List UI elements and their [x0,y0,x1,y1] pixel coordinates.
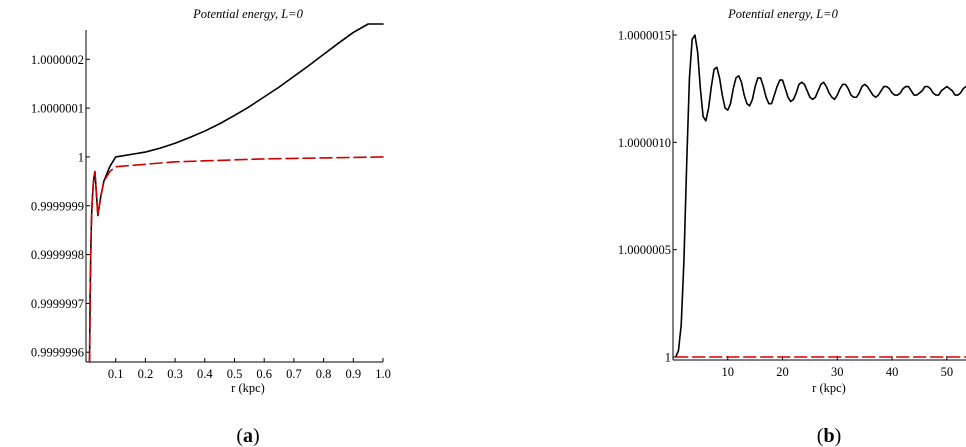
panel-a-series-dashed-red-line [88,156,384,363]
panel-a-x-tick-label: 1.0 [375,367,391,381]
panel-a-x-tick-label: 0.9 [345,367,361,381]
panel-a-x-tick-label: 0.6 [256,367,272,381]
panel-a-series [88,23,384,363]
panel-b-series [674,34,966,358]
panel-a-x-tick-label: 0.5 [227,367,243,381]
panel-a-x-axis-label: r (kpc) [231,381,265,395]
panel-b-x-tick-label: 30 [831,365,844,379]
panel-a-y-tick-label: 1 [78,150,84,164]
panel-a-x-tick-label: 0.3 [167,367,183,381]
panel-a-caption: (a) [236,425,259,447]
panel-b-y-tick-label: 1.0000005 [618,243,671,257]
panel-b-x-ticks: 10 20 30 40 50 [722,356,954,379]
panel-a-y-tick-label: 1.0000002 [31,53,84,67]
panel-a-y-tick-label: 0.9999999 [31,199,84,213]
panel-a-x-tick-label: 0.4 [197,367,213,381]
panel-b-series-solid-black-line [674,34,966,358]
panel-a-y-ticks: 0.9999996 0.9999997 0.9999998 0.9999999 1 1.0… [31,53,90,360]
panel-a-title: Potential energy, L=0 [192,7,303,21]
panel-a-x-tick-label: 0.7 [286,367,302,381]
panel-a-x-tick-label: 0.1 [108,367,124,381]
panel-a-x-tick-label: 0.8 [316,367,332,381]
panel-a-x-tick-label: 0.2 [138,367,154,381]
panel-a-x-ticks: 0.1 0.2 0.3 0.4 0.5 0.6 0.7 0.8 0.9 1.0 [108,358,391,381]
panel-a-caption-letter: a [243,425,253,447]
panel-b-y-tick-label: 1.0000015 [618,29,671,43]
panel-b-x-axis-label: r (kpc) [812,381,846,395]
panel-b-caption-letter: b [823,425,834,447]
panel-b-x-tick-label: 40 [886,365,899,379]
panel-b-x-tick-label: 50 [941,365,954,379]
panel-b-caption: (b) [817,425,841,447]
panel-a: Potential energy, L=0 0.1 0.2 0.3 0.4 0.5 0.6… [31,7,391,447]
panel-b-y-tick-label: 1 [665,351,671,365]
panel-a-y-tick-label: 0.9999997 [31,297,84,311]
panel-b-x-tick-label: 10 [722,365,735,379]
panel-b: Potential energy, L=0 10 20 30 40 50 1 1.0000… [618,7,966,447]
panel-a-y-tick-label: 0.9999996 [31,346,84,360]
panel-b-title: Potential energy, L=0 [727,7,838,21]
panel-a-y-tick-label: 0.9999998 [31,248,84,262]
panel-a-series-solid-black-line [88,23,384,363]
panel-a-y-tick-label: 1.0000001 [31,102,84,116]
panel-b-y-ticks: 1 1.0000005 1.0000010 1.0000015 [618,29,677,365]
panel-b-y-tick-label: 1.0000010 [618,136,671,150]
panel-b-x-tick-label: 20 [776,365,789,379]
